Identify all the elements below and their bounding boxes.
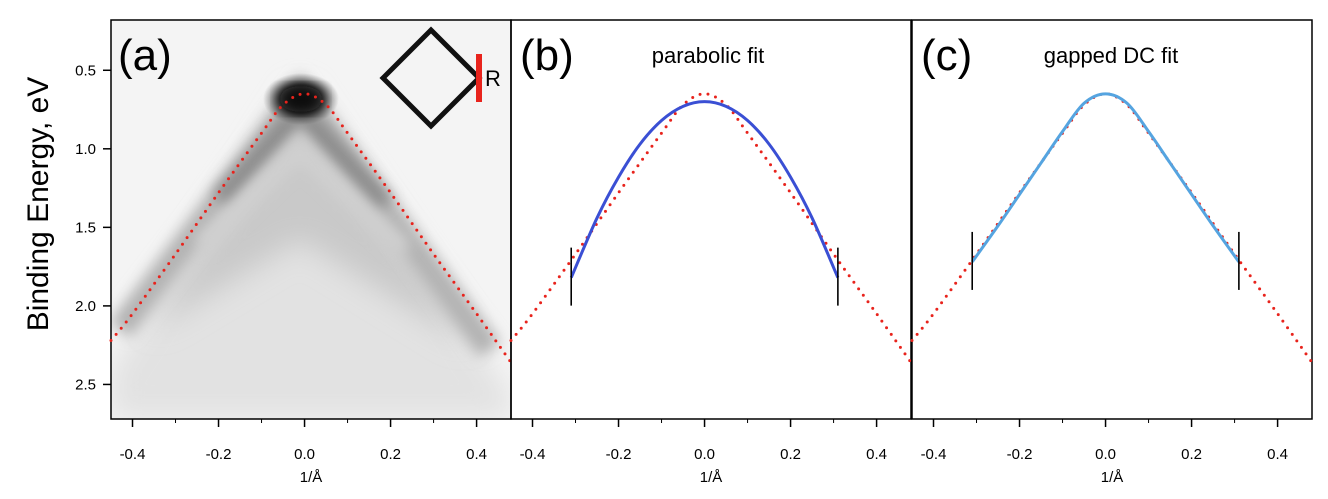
x-tick-label: -0.4: [921, 446, 947, 463]
panel-letter-c: (c): [921, 31, 972, 80]
x-tick-label: 0.4: [466, 446, 487, 463]
y-tick-label: 1.5: [75, 219, 96, 236]
x-tick-label: -0.2: [606, 446, 632, 463]
brillouin-zone-inset: [379, 26, 483, 130]
panel-letter-a: (a): [118, 31, 172, 80]
x-axis-label-a: 1/Å: [300, 469, 323, 486]
y-axis-label: Binding Energy, eV: [22, 77, 55, 332]
x-tick-label: 0.2: [380, 446, 401, 463]
fit-curve-line: [970, 92, 1241, 263]
x-tick-label: 0.4: [1267, 446, 1288, 463]
x-axis-label-c: 1/Å: [1101, 469, 1124, 486]
panel-a: -0.4 -0.2 0.0 0.2 0.4 1/Å (a) R: [103, 19, 513, 486]
x-tick-label: 0.4: [866, 446, 887, 463]
inset-marker-label: R: [485, 66, 501, 91]
x-tick-label: -0.4: [120, 446, 146, 463]
fit-curve-line: [569, 100, 840, 279]
x-tick-label: 0.2: [780, 446, 801, 463]
x-axis-label-b: 1/Å: [700, 469, 723, 486]
x-tick-label: -0.2: [206, 446, 232, 463]
panel-b: -0.4 -0.2 0.0 0.2 0.4 1/Å (b) parabolic fit: [509, 19, 913, 486]
panel-title-c: gapped DC fit: [1044, 43, 1179, 68]
x-tick-label: 0.2: [1181, 446, 1202, 463]
x-tick-label: -0.2: [1007, 446, 1033, 463]
y-tick-label: 2.0: [75, 298, 96, 315]
panel-letter-b: (b): [520, 31, 574, 80]
data-series-line: [509, 92, 913, 364]
x-tick-label: 0.0: [1095, 446, 1116, 463]
data-series-line: [910, 92, 1314, 364]
y-tick-label: 0.5: [75, 62, 96, 79]
y-tick-label: 1.0: [75, 141, 96, 158]
y-tick-label: 2.5: [75, 376, 96, 393]
x-tick-label: 0.0: [294, 446, 315, 463]
x-tick-label: -0.4: [520, 446, 546, 463]
panel-title-b: parabolic fit: [652, 43, 765, 68]
x-tick-label: 0.0: [694, 446, 715, 463]
panel-c: -0.4 -0.2 0.0 0.2 0.4 1/Å (c) gapped DC fit: [910, 19, 1314, 486]
